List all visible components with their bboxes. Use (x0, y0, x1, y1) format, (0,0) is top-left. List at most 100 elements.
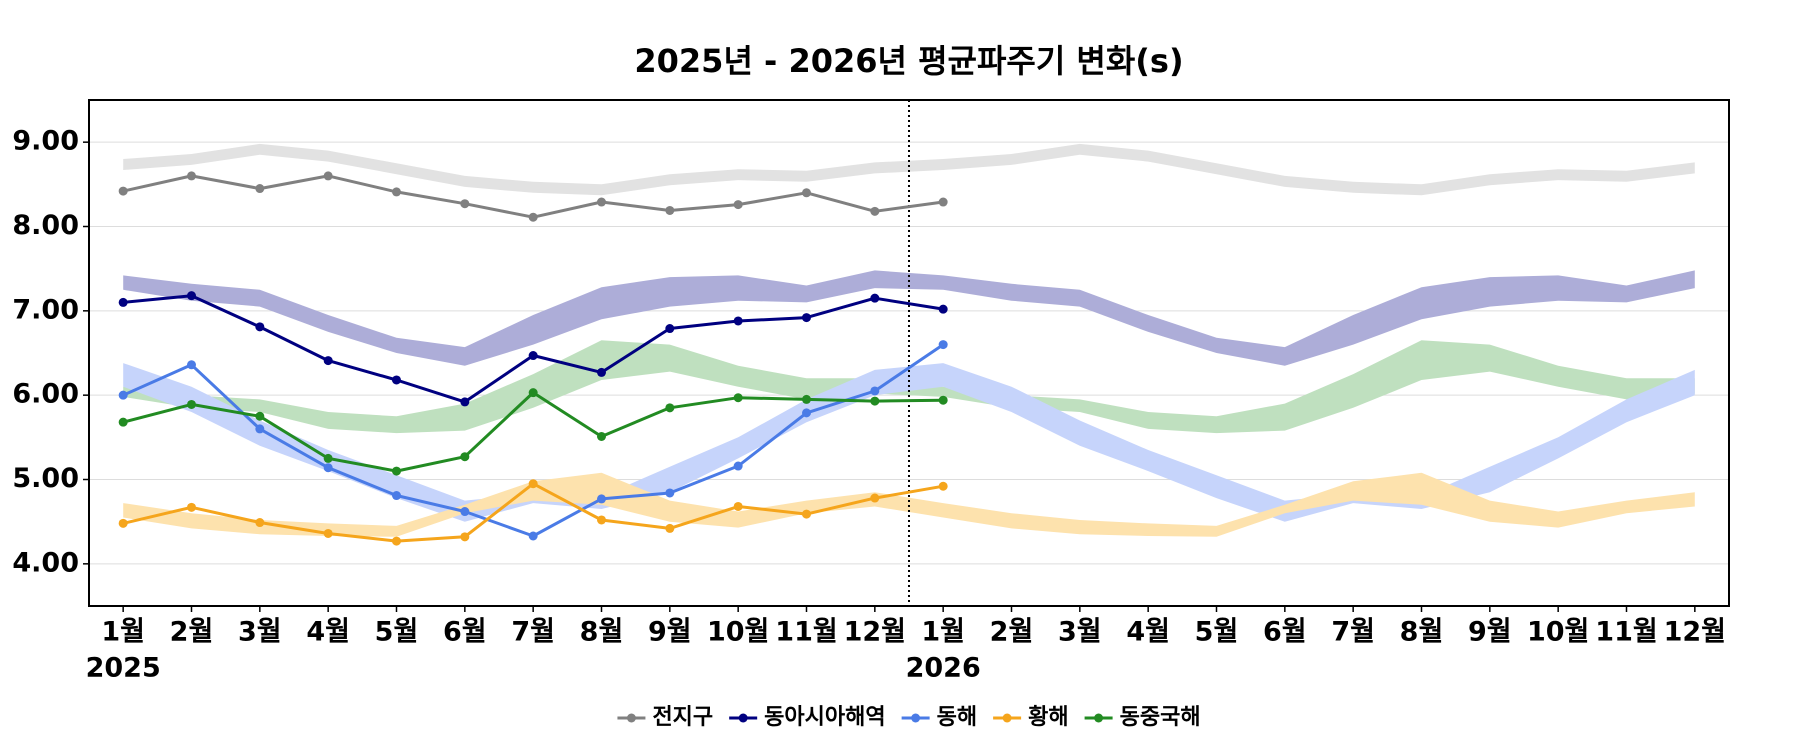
data-point (733, 461, 743, 471)
x-tick-label: 2월 (990, 617, 1034, 648)
data-point (323, 463, 333, 473)
plot-frame (88, 99, 1730, 607)
x-tick-label: 6월 (443, 617, 487, 648)
data-point (802, 394, 811, 404)
data-point (118, 390, 128, 400)
data-point (323, 356, 333, 366)
legend-label: 동아시아해역 (764, 705, 885, 730)
data-point (733, 316, 743, 326)
data-point (118, 186, 128, 196)
data-point (255, 411, 265, 421)
data-point (528, 388, 538, 398)
y-tick-label: 9.00 (12, 126, 79, 157)
x-tick-label: 2월 (170, 617, 214, 648)
data-point (255, 424, 265, 434)
data-point (118, 297, 128, 307)
year-label: 2025 (86, 653, 161, 684)
legend-item: 전지구 (617, 705, 713, 730)
data-point (255, 184, 265, 194)
data-point (528, 351, 538, 361)
data-point (528, 531, 538, 541)
data-point (802, 509, 811, 519)
data-point (460, 452, 470, 462)
range-band (123, 472, 1695, 537)
x-tick-label: 8월 (1400, 617, 1444, 648)
x-tick-label: 1월 (101, 617, 145, 648)
data-point (597, 197, 606, 207)
x-tick-label: 6월 (1263, 617, 1307, 648)
y-tick-label: 6.00 (12, 379, 79, 410)
data-point (597, 515, 606, 525)
data-point (187, 502, 196, 512)
data-point (460, 532, 470, 542)
data-point (870, 206, 880, 216)
x-tick-label: 4월 (1126, 617, 1170, 648)
range-band (123, 270, 1695, 366)
x-tick-label: 1월 (921, 617, 965, 648)
data-point (392, 466, 401, 476)
x-tick-label: 7월 (1331, 617, 1375, 648)
data-point (187, 399, 196, 409)
data-point (733, 200, 743, 210)
data-point (528, 212, 538, 222)
data-point (870, 493, 880, 503)
data-point (802, 408, 811, 418)
data-point (870, 396, 880, 406)
x-tick-label: 5월 (1195, 617, 1239, 648)
x-tick-label: 10월 (707, 617, 769, 648)
data-point (187, 360, 196, 370)
legend-item: 동중국해 (1084, 705, 1201, 730)
legend-marker (1002, 713, 1012, 723)
x-tick-label: 9월 (1468, 617, 1512, 648)
data-point (392, 491, 401, 501)
data-point (460, 397, 470, 407)
y-tick-label: 8.00 (12, 210, 79, 241)
x-tick-label: 3월 (238, 617, 282, 648)
data-point (392, 375, 401, 385)
data-point (870, 293, 880, 303)
data-point (392, 536, 401, 546)
legend-marker (626, 713, 636, 723)
y-tick-label: 7.00 (12, 294, 79, 325)
x-tick-label: 5월 (375, 617, 419, 648)
year-label: 2026 (906, 653, 981, 684)
range-band (123, 143, 1695, 196)
data-point (597, 494, 606, 504)
y-tick-label: 4.00 (12, 547, 79, 578)
x-tick-label: 8월 (580, 617, 624, 648)
data-point (938, 197, 948, 207)
x-tick-label: 11월 (1595, 617, 1657, 648)
data-point (255, 322, 265, 332)
x-tick-label: 3월 (1058, 617, 1102, 648)
legend-marker (1094, 713, 1104, 723)
data-point (802, 313, 811, 323)
legend: 전지구 동아시아해역 동해 황해 동중국해 (617, 705, 1201, 730)
data-point (938, 395, 948, 405)
data-point (187, 171, 196, 181)
data-point (938, 481, 948, 491)
legend-item: 동해 (901, 705, 977, 730)
legend-item: 황해 (993, 705, 1069, 730)
data-point (323, 453, 333, 463)
data-point (870, 386, 880, 396)
x-tick-label: 9월 (648, 617, 692, 648)
y-tick-label: 5.00 (12, 463, 79, 494)
legend-label: 전지구 (652, 705, 713, 730)
data-point (733, 501, 743, 511)
data-point (460, 507, 470, 517)
data-point (597, 431, 606, 441)
legend-marker (738, 713, 748, 723)
legend-label: 동중국해 (1120, 705, 1201, 730)
data-point (255, 518, 265, 528)
legend-label: 황해 (1028, 705, 1068, 730)
data-point (597, 367, 606, 377)
data-point (665, 403, 675, 413)
data-point (665, 324, 675, 334)
x-tick-label: 10월 (1527, 617, 1589, 648)
data-point (460, 199, 470, 209)
legend-item: 동아시아해역 (729, 705, 886, 730)
data-point (665, 523, 675, 533)
data-point (665, 205, 675, 215)
chart-title: 2025년 - 2026년 평균파주기 변화(s) (634, 42, 1183, 80)
data-point (665, 488, 675, 498)
